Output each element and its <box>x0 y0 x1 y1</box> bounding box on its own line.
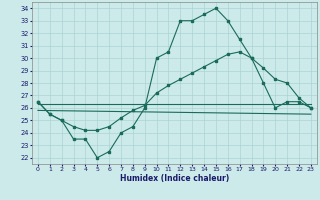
X-axis label: Humidex (Indice chaleur): Humidex (Indice chaleur) <box>120 174 229 183</box>
